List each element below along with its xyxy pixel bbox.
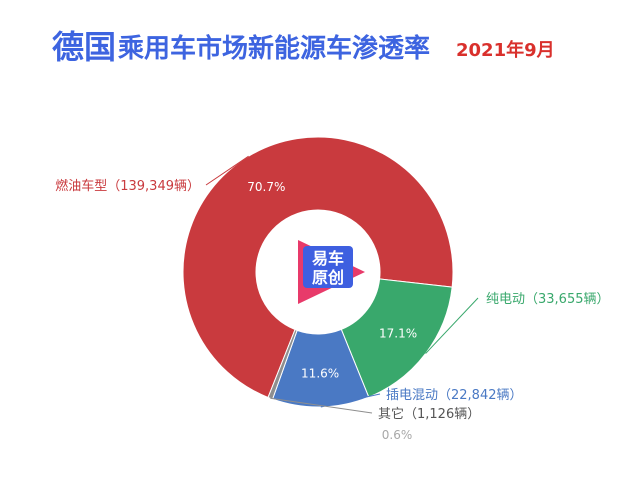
leader-line-1 [425, 297, 479, 354]
leader-line-group [205, 155, 479, 414]
logo-text-line1: 易车 [312, 249, 344, 268]
leader-line-2 [320, 393, 381, 408]
slice-label-3: 其它（1,126辆） [378, 406, 480, 422]
percent-label-2: 11.6% [301, 366, 339, 380]
logo-badge [303, 246, 353, 288]
slice-label-0: 燃油车型（139,349辆） [55, 178, 200, 194]
chart-header: 德国 乘用车市场新能源车渗透率 2021年9月 [0, 20, 630, 70]
yiche-logo: 易车 原创 [298, 240, 365, 304]
slice-label-1: 纯电动（33,655辆） [486, 292, 610, 307]
leader-line-0 [205, 155, 249, 186]
title-date: 2021年9月 [456, 40, 555, 61]
slice-label-2: 插电混动（22,842辆） [386, 388, 523, 403]
slice-group [182, 136, 454, 408]
percent-label-0: 70.7% [247, 180, 285, 194]
leader-line-3 [270, 397, 373, 414]
percent-label-3: 0.6% [382, 428, 413, 442]
title-main: 乘用车市场新能源车渗透率 [118, 34, 431, 64]
label-group: 70.7% 燃油车型（139,349辆） 17.1% 纯电动（33,655辆） 11.6… [55, 178, 609, 442]
title-country: 德国 [52, 28, 117, 66]
percent-label-1: 17.1% [379, 327, 417, 341]
logo-text-line2: 原创 [312, 268, 344, 287]
slice-0 [182, 136, 454, 399]
